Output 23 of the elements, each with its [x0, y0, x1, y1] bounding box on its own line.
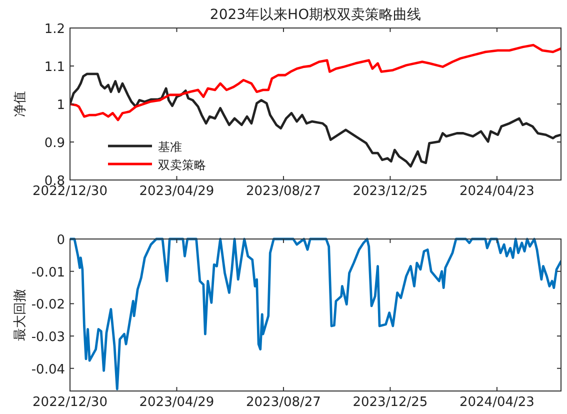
x-tick-label: 2022/12/30 [32, 395, 108, 410]
y-tick-label: 1.2 [44, 22, 65, 37]
x-tick-label: 2023/12/25 [352, 395, 428, 410]
y-tick-label: 1 [56, 98, 65, 113]
x-tick-label: 2024/04/23 [459, 395, 534, 410]
x-tick-label: 2023/08/27 [246, 184, 321, 199]
x-tick-label: 2023/04/29 [139, 395, 214, 410]
legend-label: 基准 [158, 140, 182, 154]
y-tick-label: 0 [56, 233, 65, 248]
y-tick-label: -0.02 [31, 298, 65, 313]
x-tick-label: 2023/08/27 [246, 395, 321, 410]
chart-title: 2023年以来HO期权双卖策略曲线 [210, 7, 422, 23]
y-axis-title: 净值 [13, 91, 28, 117]
y-tick-label: -0.04 [31, 362, 65, 378]
x-tick-label: 2024/04/23 [459, 184, 534, 199]
y-tick-label: 1.1 [44, 60, 65, 75]
y-tick-label: -0.01 [31, 265, 65, 280]
x-tick-label: 2023/04/29 [139, 184, 214, 199]
legend-label: 双卖策略 [158, 158, 206, 172]
y-tick-label: 0.9 [44, 136, 65, 151]
y-axis-title: 最大回撤 [13, 289, 28, 341]
y-tick-label: -0.03 [31, 330, 65, 346]
x-tick-label: 2023/12/25 [352, 184, 428, 199]
